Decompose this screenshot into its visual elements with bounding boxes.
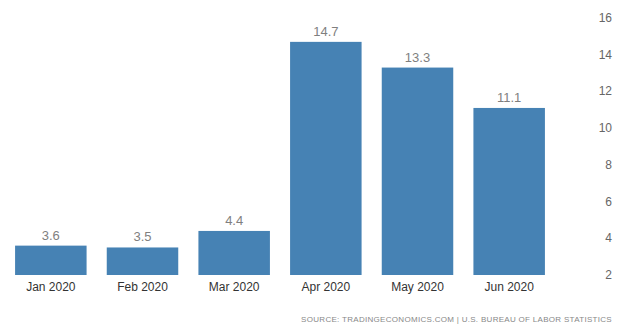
bar	[15, 246, 87, 275]
y-tick-label: 8	[605, 158, 612, 172]
y-tick-label: 12	[599, 84, 613, 98]
x-axis: Jan 2020 Feb 2020 Mar 2020 Apr 2020 May 2020…	[26, 280, 534, 294]
data-label: 11.1	[497, 90, 521, 105]
x-tick-label: Jun 2020	[484, 280, 534, 294]
chart-container: 2 4 6 8 10 12 14 16 3.6 3.5 4.4 14.7 13.3 11.1 Jan 202…	[0, 0, 631, 331]
bar	[473, 108, 544, 275]
x-tick-label: Feb 2020	[117, 280, 168, 294]
bar	[107, 247, 179, 275]
y-tick-label: 16	[599, 11, 613, 25]
y-tick-label: 2	[605, 268, 612, 282]
bar	[198, 231, 270, 275]
x-tick-label: May 2020	[391, 280, 444, 294]
x-tick-label: Mar 2020	[209, 280, 260, 294]
y-tick-label: 6	[605, 195, 612, 209]
data-label: 13.3	[405, 50, 430, 65]
y-tick-label: 14	[599, 48, 613, 62]
data-label: 3.5	[133, 229, 151, 244]
data-labels: 3.6 3.5 4.4 14.7 13.3 11.1	[42, 24, 522, 245]
chart: 2 4 6 8 10 12 14 16 3.6 3.5 4.4 14.7 13.3 11.1 Jan 202…	[0, 0, 631, 331]
bars	[15, 42, 545, 275]
bar	[290, 42, 362, 275]
bar	[382, 68, 454, 275]
x-tick-label: Apr 2020	[301, 280, 350, 294]
x-tick-label: Jan 2020	[26, 280, 76, 294]
source-note: SOURCE: TRADINGECONOMICS.COM | U.S. BURE…	[301, 315, 612, 324]
y-axis: 2 4 6 8 10 12 14 16	[557, 11, 612, 282]
data-label: 4.4	[225, 213, 243, 228]
y-tick-label: 10	[599, 121, 613, 135]
y-tick-label: 4	[605, 231, 612, 245]
data-label: 14.7	[313, 24, 338, 39]
data-label: 3.6	[42, 228, 60, 243]
